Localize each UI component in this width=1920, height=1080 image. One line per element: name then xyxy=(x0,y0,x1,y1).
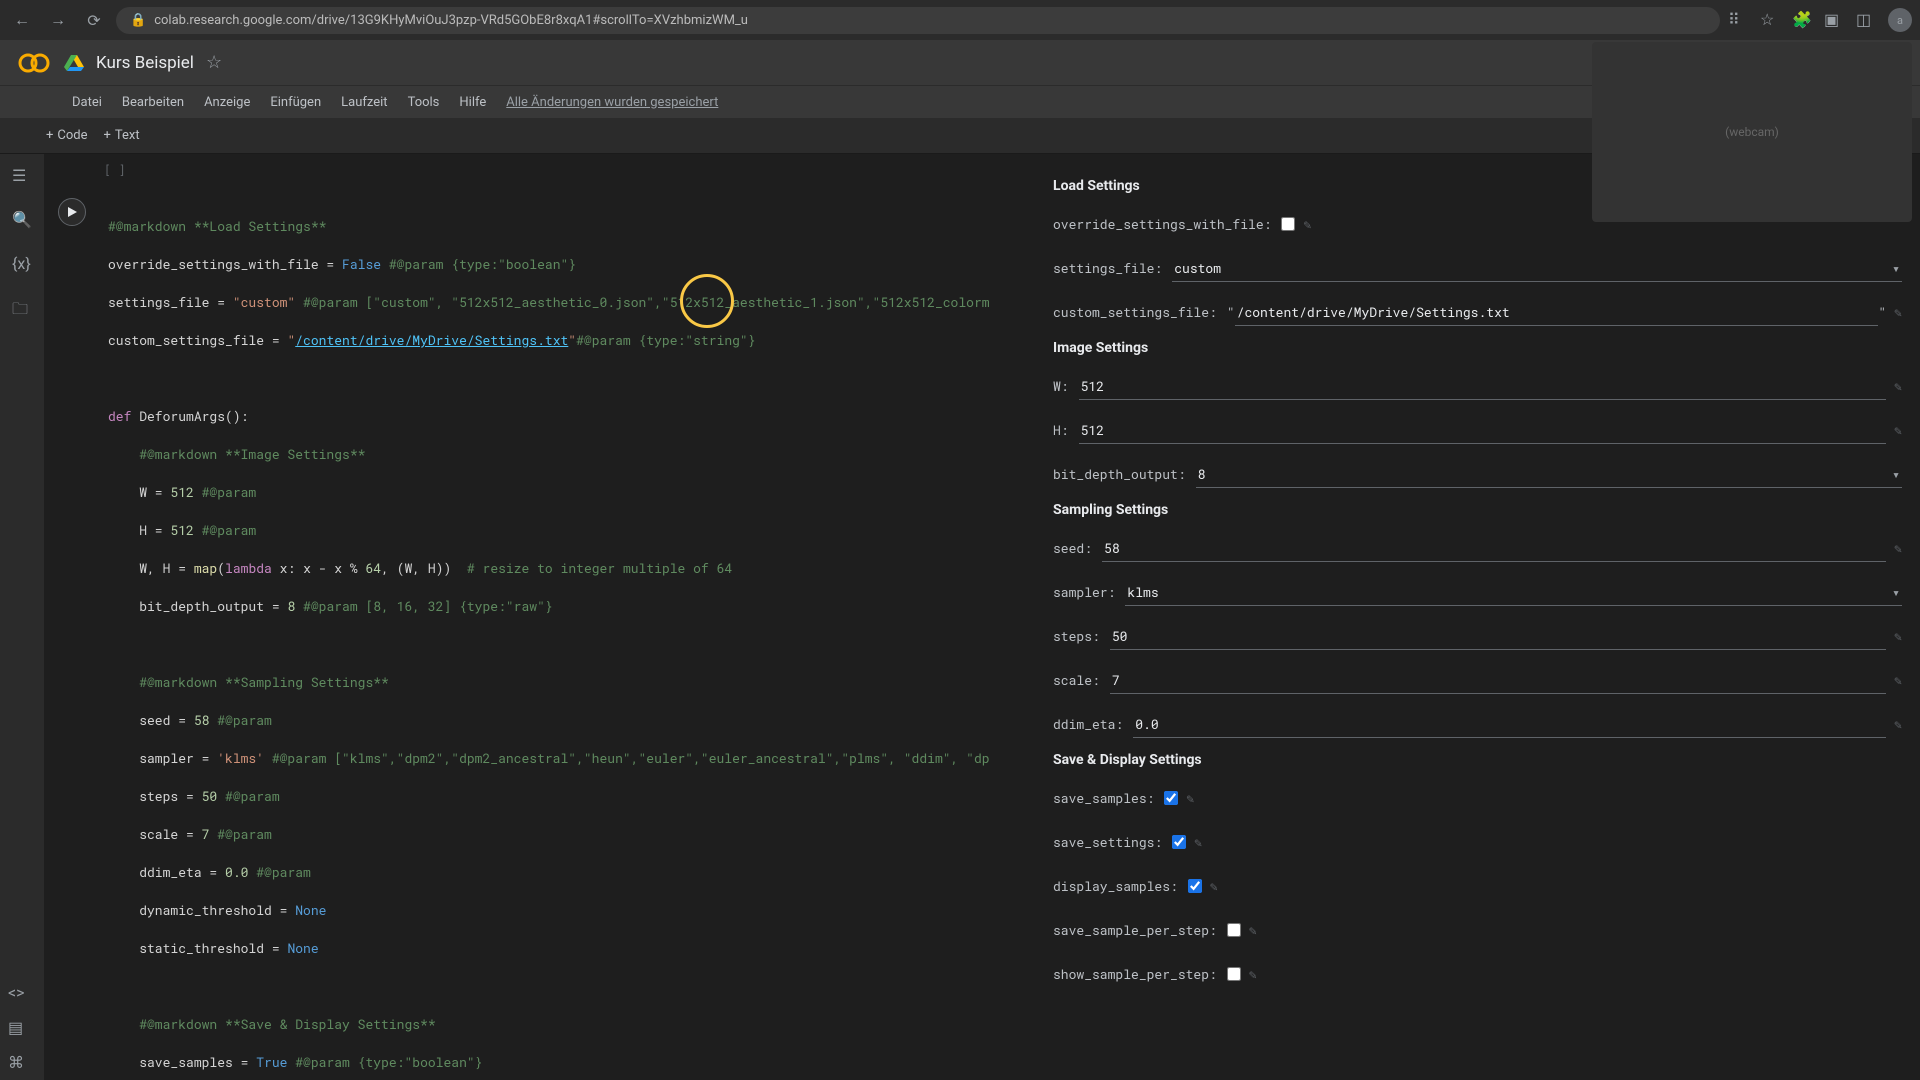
pencil-icon[interactable]: ✎ xyxy=(1194,833,1202,851)
seed-label: seed: xyxy=(1053,539,1092,557)
override-checkbox[interactable] xyxy=(1281,217,1295,231)
pencil-icon[interactable]: ✎ xyxy=(1894,539,1902,557)
window-icon[interactable]: ▣ xyxy=(1824,10,1844,30)
menu-tools[interactable]: Tools xyxy=(408,95,440,110)
toc-icon[interactable]: ☰ xyxy=(12,166,32,186)
forward-button[interactable]: → xyxy=(44,6,72,34)
save-sample-per-step-label: save_sample_per_step: xyxy=(1053,921,1217,939)
bit-depth-select[interactable]: 8 ▾ xyxy=(1196,461,1902,488)
bottom-sidebar-icons: <> ▤ ⌘ xyxy=(8,983,25,1072)
h-input[interactable] xyxy=(1079,417,1887,444)
pencil-icon[interactable]: ✎ xyxy=(1303,215,1311,233)
save-settings-label: save_settings: xyxy=(1053,833,1162,851)
caret-down-icon: ▾ xyxy=(1892,465,1900,483)
ddim-eta-input[interactable] xyxy=(1133,711,1886,738)
w-input[interactable] xyxy=(1079,373,1887,400)
back-button[interactable]: ← xyxy=(8,6,36,34)
panel-icon[interactable]: ◫ xyxy=(1856,10,1876,30)
pencil-icon[interactable]: ✎ xyxy=(1894,421,1902,439)
pencil-icon[interactable]: ✎ xyxy=(1894,377,1902,395)
cell-prefix: [ ] xyxy=(44,162,1035,186)
translate-icon[interactable]: ⠿ xyxy=(1728,10,1748,30)
pencil-icon[interactable]: ✎ xyxy=(1894,303,1902,321)
scale-input[interactable] xyxy=(1110,667,1886,694)
star-icon[interactable]: ☆ xyxy=(206,52,222,73)
terminal-icon[interactable]: ▤ xyxy=(8,1018,25,1037)
bit-depth-label: bit_depth_output: xyxy=(1053,465,1186,483)
menu-laufzeit[interactable]: Laufzeit xyxy=(341,95,387,110)
code-editor[interactable]: #@markdown **Load Settings** override_se… xyxy=(100,186,1035,1080)
webcam-overlay: (webcam) xyxy=(1592,42,1912,222)
search-icon[interactable]: 🔍 xyxy=(12,210,32,230)
colab-logo-icon[interactable] xyxy=(16,45,52,81)
w-label: W: xyxy=(1053,377,1069,395)
menu-bearbeiten[interactable]: Bearbeiten xyxy=(122,95,184,110)
pencil-icon[interactable]: ✎ xyxy=(1210,877,1218,895)
pencil-icon[interactable]: ✎ xyxy=(1186,789,1194,807)
section-save-display: Save & Display Settings xyxy=(1053,752,1902,768)
save-samples-label: save_samples: xyxy=(1053,789,1154,807)
save-status[interactable]: Alle Änderungen wurden gespeichert xyxy=(506,95,718,110)
add-code-button[interactable]: + Code xyxy=(46,128,88,143)
extension-icons: ⠿ ☆ 🧩 ▣ ◫ a xyxy=(1728,8,1912,32)
caret-down-icon: ▾ xyxy=(1892,259,1900,277)
steps-label: steps: xyxy=(1053,627,1100,645)
custom-settings-input[interactable] xyxy=(1235,299,1879,326)
run-button[interactable] xyxy=(58,198,86,226)
doc-title[interactable]: Kurs Beispiel xyxy=(96,53,194,73)
menu-datei[interactable]: Datei xyxy=(72,95,102,110)
scale-label: scale: xyxy=(1053,671,1100,689)
menu-einfuegen[interactable]: Einfügen xyxy=(270,95,321,110)
left-sidebar: ☰ 🔍 {x} 🗀 xyxy=(0,154,44,1080)
sampler-label: sampler: xyxy=(1053,583,1115,601)
pencil-icon[interactable]: ✎ xyxy=(1894,627,1902,645)
url-bar[interactable]: 🔒 colab.research.google.com/drive/13G9KH… xyxy=(116,7,1720,34)
settings-file-select[interactable]: custom ▾ xyxy=(1172,255,1902,282)
show-sample-per-step-checkbox[interactable] xyxy=(1227,967,1241,981)
menu-anzeige[interactable]: Anzeige xyxy=(204,95,250,110)
puzzle-icon[interactable]: 🧩 xyxy=(1792,10,1812,30)
override-label: override_settings_with_file: xyxy=(1053,215,1271,233)
menu-hilfe[interactable]: Hilfe xyxy=(459,95,486,110)
reload-button[interactable]: ⟳ xyxy=(80,6,108,34)
profile-avatar[interactable]: a xyxy=(1888,8,1912,32)
code-cell: #@markdown **Load Settings** override_se… xyxy=(44,186,1035,1080)
settings-file-label: settings_file: xyxy=(1053,259,1162,277)
pencil-icon[interactable]: ✎ xyxy=(1894,671,1902,689)
variables-icon[interactable]: {x} xyxy=(12,254,32,274)
display-samples-label: display_samples: xyxy=(1053,877,1178,895)
steps-input[interactable] xyxy=(1110,623,1886,650)
display-samples-checkbox[interactable] xyxy=(1188,879,1202,893)
pencil-icon[interactable]: ✎ xyxy=(1249,921,1257,939)
pencil-icon[interactable]: ✎ xyxy=(1249,965,1257,983)
files-icon[interactable]: 🗀 xyxy=(12,298,32,318)
code-snippet-icon[interactable]: <> xyxy=(8,983,25,1002)
save-samples-checkbox[interactable] xyxy=(1164,791,1178,805)
add-text-button[interactable]: + Text xyxy=(104,128,140,143)
ddim-eta-label: ddim_eta: xyxy=(1053,715,1123,733)
browser-bar: ← → ⟳ 🔒 colab.research.google.com/drive/… xyxy=(0,0,1920,40)
sampler-select[interactable]: klms ▾ xyxy=(1125,579,1902,606)
command-icon[interactable]: ⌘ xyxy=(8,1053,25,1072)
cursor-highlight-icon xyxy=(680,274,734,328)
save-sample-per-step-checkbox[interactable] xyxy=(1227,923,1241,937)
param-panel: Load Settings override_settings_with_fil… xyxy=(1035,154,1920,1080)
save-settings-checkbox[interactable] xyxy=(1172,835,1186,849)
url-text: colab.research.google.com/drive/13G9KHyM… xyxy=(154,13,748,28)
seed-input[interactable] xyxy=(1102,535,1886,562)
custom-settings-label: custom_settings_file: xyxy=(1053,303,1217,321)
caret-down-icon: ▾ xyxy=(1892,583,1900,601)
star-icon[interactable]: ☆ xyxy=(1760,10,1780,30)
drive-icon xyxy=(64,53,84,73)
lock-icon: 🔒 xyxy=(130,13,146,28)
pencil-icon[interactable]: ✎ xyxy=(1894,715,1902,733)
h-label: H: xyxy=(1053,421,1069,439)
show-sample-per-step-label: show_sample_per_step: xyxy=(1053,965,1217,983)
section-image-settings: Image Settings xyxy=(1053,340,1902,356)
section-sampling-settings: Sampling Settings xyxy=(1053,502,1902,518)
